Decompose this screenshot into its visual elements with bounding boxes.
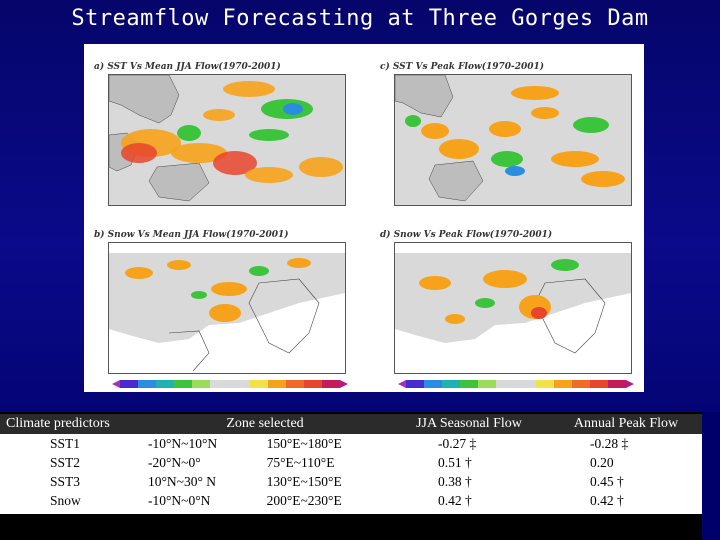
zone-lat: 10°N~30° N [148, 473, 216, 489]
zone-lon: 130°E~150°E [266, 473, 342, 489]
jja-value: 0.42 † [438, 492, 472, 508]
header-jja: JJA Seasonal Flow [388, 414, 550, 434]
map-snow-peak [394, 242, 632, 374]
bottom-strip [0, 514, 702, 540]
right-edge-band [702, 412, 720, 540]
zone-lon: 200°E~230°E [266, 492, 342, 508]
header-peak: Annual Peak Flow [550, 414, 702, 434]
header-zone: Zone selected [142, 414, 388, 434]
slide-title: Streamflow Forecasting at Three Gorges D… [71, 6, 649, 31]
map-sst-peak [394, 74, 632, 206]
panel-snow-peak: d) Snow Vs Peak Flow(1970-2001) [374, 230, 634, 378]
panel-title: d) Snow Vs Peak Flow(1970-2001) [380, 230, 553, 240]
peak-value: -0.28 ‡ [590, 435, 629, 451]
panel-snow-mean-jja: b) Snow Vs Mean JJA Flow(1970-2001) [88, 230, 348, 378]
peak-value: 0.20 [590, 454, 614, 470]
predictor-correlation-table: Climate predictors Zone selected JJA Sea… [0, 412, 702, 516]
sst-correlation-map [109, 75, 343, 202]
peak-value: 0.42 † [590, 492, 624, 508]
table-header-row: Climate predictors Zone selected JJA Sea… [0, 414, 702, 434]
correlation-maps-figure: a) SST Vs Mean JJA Flow(1970-2001) [84, 44, 644, 392]
predictor-name: Snow [50, 492, 81, 508]
jja-value: 0.38 † [438, 473, 472, 489]
sst-correlation-map [395, 75, 625, 202]
table-row: SST1 -10°N~10°N 150°E~180°E -0.27 ‡ -0.2… [0, 434, 702, 453]
data-table: Climate predictors Zone selected JJA Sea… [0, 414, 702, 510]
table-row: SST2 -20°N~0° 75°E~110°E 0.51 † 0.20 [0, 453, 702, 472]
jja-value: -0.27 ‡ [438, 435, 477, 451]
panel-title: b) Snow Vs Mean JJA Flow(1970-2001) [94, 230, 289, 240]
zone-lon: 75°E~110°E [266, 454, 335, 470]
predictor-name: SST2 [50, 454, 81, 470]
map-sst-mean [108, 74, 346, 206]
panel-title: a) SST Vs Mean JJA Flow(1970-2001) [94, 62, 281, 72]
jja-value: 0.51 † [438, 454, 472, 470]
predictor-name: SST3 [50, 473, 81, 489]
panel-title: c) SST Vs Peak Flow(1970-2001) [380, 62, 545, 72]
header-predictors: Climate predictors [0, 414, 142, 434]
zone-lat: -10°N~0°N [148, 492, 211, 508]
zone-lon: 150°E~180°E [266, 435, 342, 451]
snow-correlation-map [395, 253, 631, 354]
table-row: SST3 10°N~30° N 130°E~150°E 0.38 † 0.45 … [0, 472, 702, 491]
colorbar-right [398, 380, 634, 388]
panel-sst-mean-jja: a) SST Vs Mean JJA Flow(1970-2001) [88, 62, 348, 210]
zone-lat: -20°N~0° [148, 454, 201, 470]
snow-correlation-map [109, 253, 345, 372]
predictor-name: SST1 [50, 435, 81, 451]
zone-lat: -10°N~10°N [148, 435, 218, 451]
map-snow-mean [108, 242, 346, 374]
peak-value: 0.45 † [590, 473, 624, 489]
colorbar-left [112, 380, 348, 388]
panel-sst-peak: c) SST Vs Peak Flow(1970-2001) [374, 62, 634, 210]
table-row: Snow -10°N~0°N 200°E~230°E 0.42 † 0.42 † [0, 491, 702, 510]
